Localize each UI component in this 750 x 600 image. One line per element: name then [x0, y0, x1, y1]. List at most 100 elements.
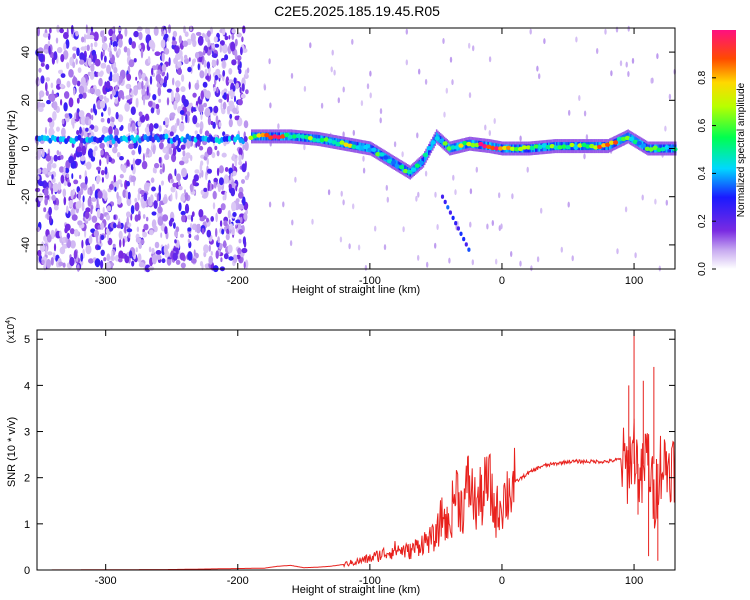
noise-cell — [122, 238, 125, 248]
ridge-cell — [339, 140, 345, 145]
noise-cell — [90, 108, 93, 113]
faint-cell — [454, 189, 457, 196]
faint-cell — [540, 207, 543, 214]
noise-cell — [126, 73, 132, 82]
noise-cell — [211, 152, 216, 159]
noise-cell — [223, 88, 228, 94]
noise-cell — [212, 202, 216, 210]
noise-cell — [239, 213, 245, 219]
faint-cell — [469, 188, 473, 195]
noise-cell — [128, 143, 134, 150]
noise-cell — [228, 183, 232, 189]
noise-cell — [62, 50, 69, 60]
faint-cell — [331, 49, 334, 56]
ridge-cell — [248, 135, 254, 140]
noise-cell — [200, 160, 204, 166]
noise-cell — [244, 259, 249, 269]
noise-cell — [84, 211, 90, 219]
noise-cell — [94, 258, 101, 268]
noise-cell — [201, 194, 208, 199]
noise-cell — [234, 95, 236, 103]
faint-cell — [405, 28, 408, 35]
faint-cell — [560, 246, 563, 253]
noise-cell — [105, 261, 111, 272]
noise-cell — [154, 241, 160, 249]
noise-cell — [222, 27, 226, 36]
noise-cell — [114, 186, 117, 192]
ridge-cell — [498, 146, 504, 151]
noise-cell — [43, 235, 48, 242]
noise-cell — [155, 103, 160, 110]
noise-cell — [200, 90, 204, 100]
noise-cell — [63, 196, 67, 206]
noise-cell — [100, 149, 104, 156]
noise-cell — [133, 30, 139, 38]
y-tick-label: -40 — [20, 237, 32, 253]
noise-cell — [180, 262, 186, 269]
noise-cell — [52, 182, 59, 193]
noise-cell — [126, 228, 133, 233]
x-tick-label: -200 — [227, 575, 249, 587]
noise-cell — [106, 253, 111, 262]
faint-cell — [486, 223, 489, 230]
noise-cell — [221, 43, 228, 54]
noise-cell — [52, 111, 57, 121]
noise-cell — [82, 92, 87, 99]
noise-cell — [63, 42, 67, 51]
noise-cell — [42, 167, 48, 175]
noise-cell — [238, 238, 242, 244]
faint-cell — [436, 224, 439, 230]
noise-cell — [233, 77, 237, 85]
ridge-cell — [605, 142, 611, 147]
noise-cell — [64, 113, 70, 119]
noise-cell — [242, 144, 245, 151]
noise-cell — [37, 106, 44, 112]
noise-cell — [75, 58, 78, 65]
snr-x-axis-label: Height of straight line (km) — [292, 584, 420, 596]
noise-cell — [125, 211, 131, 218]
noise-cell — [112, 146, 118, 154]
noise-cell — [216, 167, 220, 177]
noise-cell — [175, 259, 181, 265]
faint-cell — [631, 57, 635, 64]
noise-cell — [128, 37, 133, 46]
spectrogram-y-axis-label: Frequency (Hz) — [6, 110, 18, 186]
noise-cell — [237, 247, 242, 255]
noise-cell — [56, 126, 60, 132]
noise-cell — [81, 201, 85, 212]
noise-cell — [173, 57, 179, 65]
noise-cell — [47, 33, 51, 41]
noise-cell — [61, 118, 65, 125]
spectrogram-y-ticks: -40 -20 0 20 40 — [20, 46, 675, 253]
noise-cell — [231, 28, 236, 34]
branch-cell — [451, 215, 455, 221]
noise-cell — [225, 233, 230, 241]
ridge-cell — [367, 147, 373, 152]
x-tick-label: -100 — [359, 575, 381, 587]
noise-cell — [217, 207, 222, 215]
noise-cell — [96, 175, 101, 183]
snr-y-ticks: 0 1 2 3 4 5 — [24, 334, 675, 577]
noise-cell — [156, 193, 159, 202]
noise-cell — [105, 214, 111, 221]
noise-cell — [137, 213, 141, 221]
noise-cell — [172, 30, 178, 38]
noise-cell — [45, 245, 48, 256]
noise-cell — [211, 184, 214, 190]
faint-cell — [263, 84, 267, 91]
noise-cell — [115, 84, 119, 92]
faint-cell — [625, 61, 628, 68]
noise-cell — [73, 87, 76, 96]
faint-cell — [471, 259, 474, 266]
noise-cell — [220, 257, 223, 263]
noise-cell — [237, 99, 243, 106]
x-tick-label: 0 — [499, 575, 505, 587]
faint-cell — [393, 141, 397, 148]
noise-cell — [235, 219, 241, 224]
faint-cell — [495, 258, 498, 265]
noise-cell — [171, 89, 174, 100]
noise-cell — [224, 54, 229, 61]
noise-cell — [199, 128, 203, 135]
noise-cell — [187, 238, 190, 244]
noise-cell — [161, 52, 165, 62]
